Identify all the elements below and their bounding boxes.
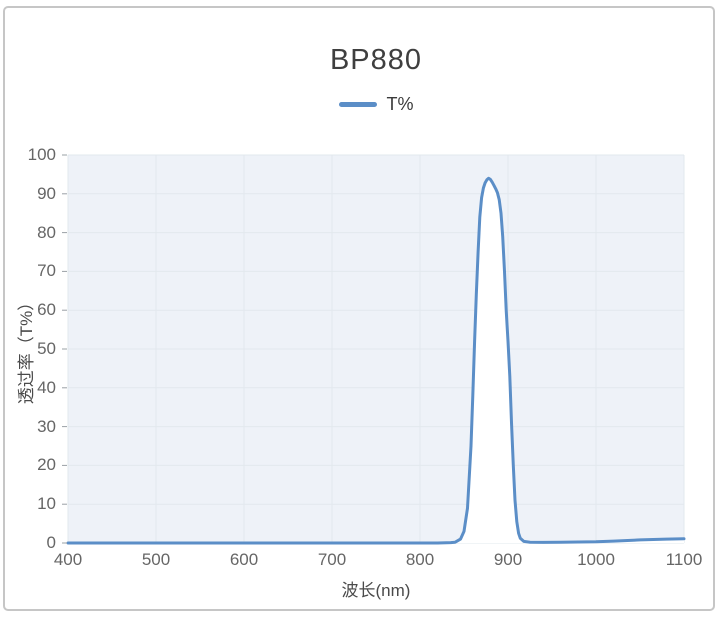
y-tick-label: 60	[37, 300, 56, 320]
y-tick-label: 20	[37, 455, 56, 475]
y-tick-label: 100	[27, 145, 56, 164]
legend-item-t-percent[interactable]: T%	[338, 93, 414, 115]
legend: T%	[68, 94, 684, 114]
y-tick-label: 80	[37, 222, 56, 242]
x-tick-label: 600	[229, 550, 259, 569]
chart-title: BP880	[329, 44, 423, 76]
x-tick-label: 900	[493, 550, 523, 569]
x-axis-title: 波长(nm)	[341, 581, 411, 600]
x-tick-label: 800	[405, 550, 435, 569]
y-axis-title: 透过率（T%）	[17, 293, 36, 405]
y-tick-label: 50	[37, 339, 56, 358]
y-tick-label: 40	[37, 377, 56, 397]
x-tick-label: 400	[53, 550, 83, 569]
x-tick-label: 500	[141, 550, 171, 569]
legend-line-swatch	[338, 101, 377, 107]
y-tick-label: 0	[46, 533, 56, 552]
y-tick-label: 30	[37, 416, 56, 436]
x-tick-label: 1100	[665, 550, 703, 569]
y-tick-label: 70	[37, 261, 56, 281]
x-tick-label: 700	[317, 550, 347, 569]
series-line	[66, 176, 686, 545]
x-tick-label: 1000	[577, 550, 615, 569]
y-tick-label: 10	[37, 494, 56, 514]
legend-item-label: T%	[386, 93, 414, 114]
y-tick-label: 90	[37, 183, 56, 203]
